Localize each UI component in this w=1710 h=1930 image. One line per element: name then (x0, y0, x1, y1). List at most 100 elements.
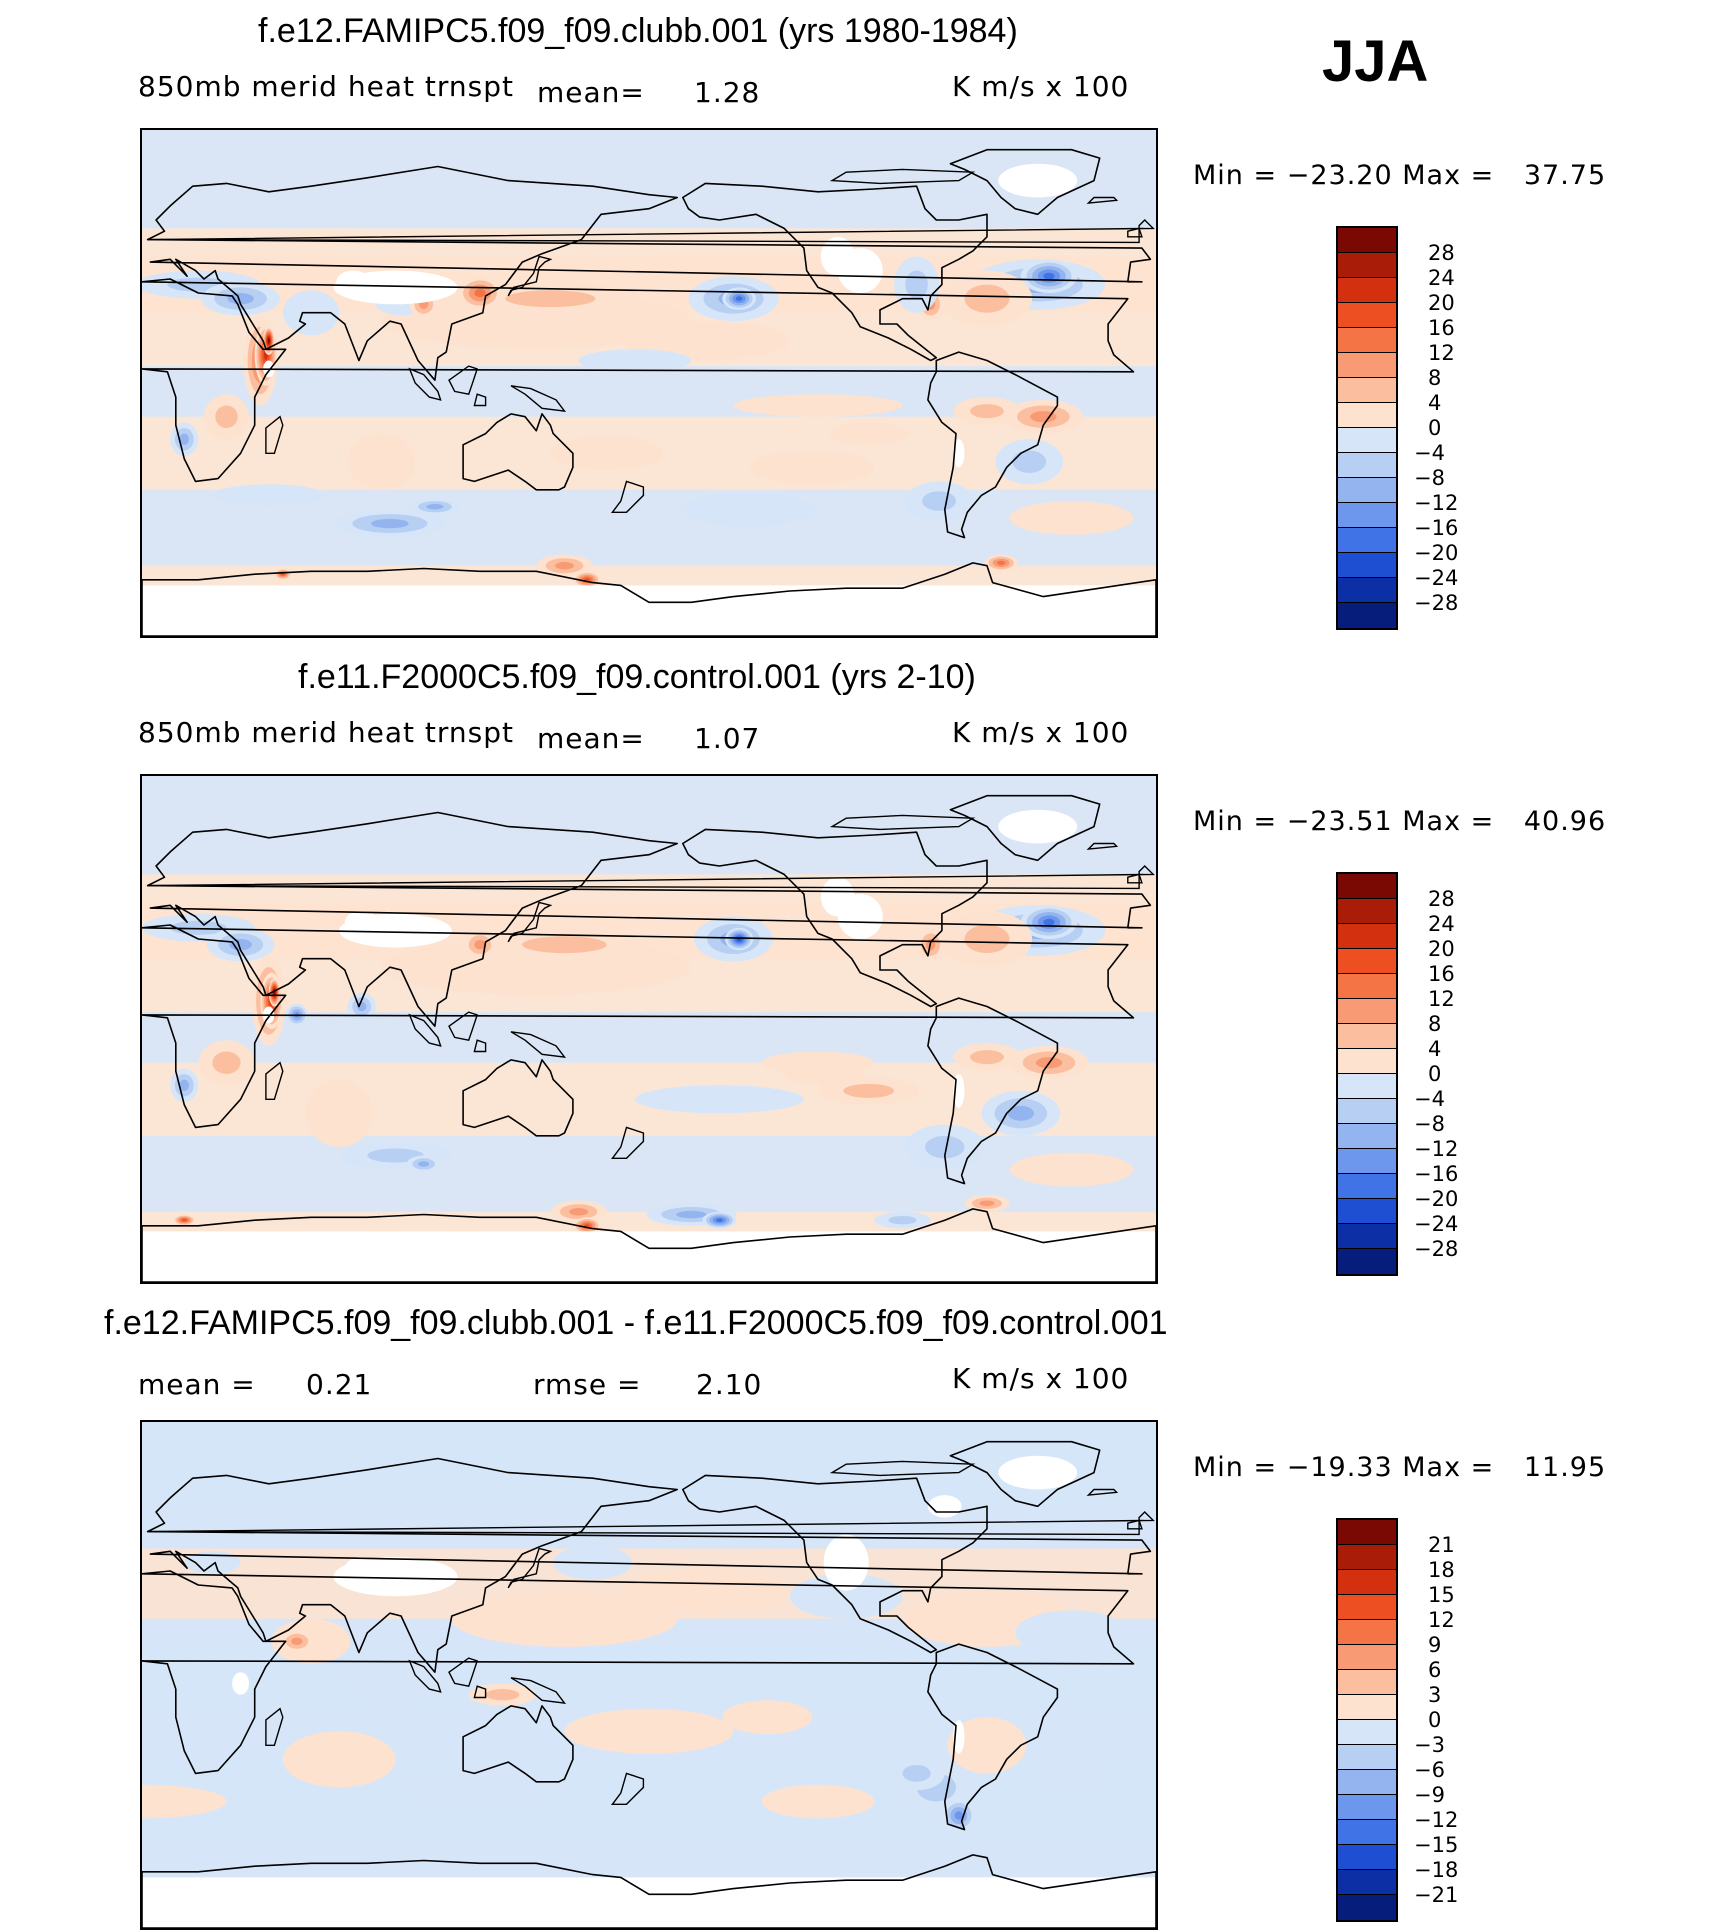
colorbar-swatch (1338, 1870, 1396, 1895)
panel-2-units: K m/s x 100 (952, 716, 1130, 749)
coastline-island (507, 901, 553, 943)
coastline-europe-asia (146, 1457, 1152, 1673)
contour-blob (522, 936, 607, 954)
coastline-australia (462, 1059, 574, 1137)
panel-1-units: K m/s x 100 (952, 70, 1130, 103)
colorbar-swatch (1338, 1074, 1396, 1099)
antarctic-mask (142, 1877, 1156, 1928)
coastline-island (829, 1460, 976, 1477)
colorbar-swatch (1338, 1124, 1396, 1149)
colorbar-tick-label: 0 (1428, 1062, 1442, 1086)
colorbar-swatch (1338, 453, 1396, 478)
contour-blob (733, 394, 903, 417)
contour-blob (555, 561, 574, 570)
coastline-greenland (949, 794, 1101, 862)
panel-2-mean-label: mean= (537, 722, 645, 755)
panel-1-mean-value: 1.28 (694, 76, 761, 109)
colorbar-swatch (1338, 1520, 1396, 1545)
contour-blob (474, 939, 486, 950)
colorbar-tick-label: −12 (1414, 491, 1459, 515)
contour-blob (371, 518, 409, 529)
colorbar-tick-label: 8 (1428, 366, 1442, 390)
coastline-island (510, 385, 567, 412)
panel-1-min-value: −23.20 (1286, 160, 1393, 191)
contour-blob (750, 450, 875, 485)
colorbar-tick-label: −4 (1414, 441, 1445, 465)
coastline-island (448, 1011, 479, 1042)
colorbar-tick-label: 20 (1428, 937, 1455, 961)
panel-1-title: f.e12.FAMIPC5.f09_f09.clubb.001 (yrs 198… (258, 12, 1018, 50)
colorbar-swatch (1338, 999, 1396, 1024)
colorbar-swatch (1338, 874, 1396, 899)
coastline-island (1086, 196, 1119, 204)
coastline-island (1086, 842, 1119, 850)
colorbar-swatch (1338, 1049, 1396, 1074)
coastline-south-america (927, 351, 1059, 539)
contour-blob (170, 1717, 227, 1774)
panel-3-rmse-value: 2.10 (696, 1368, 763, 1401)
contour-blob (347, 433, 416, 490)
colorbar-swatch (1338, 428, 1396, 453)
panel-2-map (140, 774, 1158, 1284)
colorbar-swatch (1338, 578, 1396, 603)
coastline-island (265, 1707, 284, 1746)
colorbar-swatch (1338, 528, 1396, 553)
colorbar-tick-label: −28 (1414, 591, 1459, 615)
contour-blob (215, 405, 238, 428)
colorbar-swatch (1338, 1895, 1396, 1920)
coastline-antarctica (142, 562, 1156, 636)
contour-blob (291, 1637, 303, 1646)
colorbar-tick-label: −8 (1414, 1112, 1445, 1136)
contour-blob (212, 484, 326, 507)
colorbar-tick-label: 0 (1428, 1708, 1442, 1732)
coastline-south-america (927, 997, 1059, 1185)
panel-2-colorbar (1336, 872, 1398, 1276)
contour-blob (1043, 272, 1055, 280)
contour-blob (735, 296, 743, 301)
colorbar-tick-label: −18 (1414, 1858, 1459, 1882)
contour-blob (1009, 1152, 1134, 1187)
colorbar-swatch (1338, 228, 1396, 253)
panel-1-variable: 850mb merid heat trnspt (138, 70, 514, 103)
colorbar-tick-label: 18 (1428, 1558, 1455, 1582)
panel-3-units: K m/s x 100 (952, 1362, 1130, 1395)
colorbar-swatch (1338, 1174, 1396, 1199)
colorbar-tick-label: −6 (1414, 1758, 1445, 1782)
colorbar-swatch (1338, 1024, 1396, 1049)
colorbar-tick-label: −3 (1414, 1733, 1445, 1757)
contour-blob (1015, 1610, 1128, 1656)
coastline-antarctica (142, 1854, 1156, 1928)
colorbar-swatch (1338, 974, 1396, 999)
colorbar-swatch (1338, 1670, 1396, 1695)
coastline-island (265, 1061, 284, 1100)
colorbar-tick-label: 20 (1428, 291, 1455, 315)
colorbar-swatch (1338, 1645, 1396, 1670)
contour-blob (578, 349, 692, 372)
coastline-island (473, 1039, 487, 1053)
colorbar-swatch (1338, 1820, 1396, 1845)
colorbar-tick-label: 9 (1428, 1633, 1442, 1657)
contour-blob (634, 1085, 804, 1114)
contour-blob (1009, 501, 1134, 535)
panel-2-min-label: Min = (1193, 806, 1278, 837)
contour-blob (829, 422, 909, 445)
panel-1-colorbar (1336, 226, 1398, 630)
contour-blob (142, 1784, 227, 1819)
panel-3-mean-label: mean = (138, 1368, 256, 1401)
colorbar-swatch (1338, 1770, 1396, 1795)
coastline-island (1127, 873, 1143, 884)
colorbar-swatch (1338, 1720, 1396, 1745)
contour-blob (964, 924, 1010, 954)
coastline-australia (462, 413, 574, 491)
colorbar-tick-label: −16 (1414, 516, 1459, 540)
coastline-island (408, 1013, 442, 1047)
panel-3-contour-field (142, 1422, 1156, 1928)
contour-blob (679, 492, 816, 527)
colorbar-tick-label: 4 (1428, 1037, 1442, 1061)
coastline-australia (462, 1705, 574, 1783)
panel-3-minmax: Min = −19.33 Max = 11.95 (1193, 1452, 1606, 1483)
colorbar-tick-label: −21 (1414, 1883, 1459, 1907)
colorbar-swatch (1338, 503, 1396, 528)
contour-blob (761, 1784, 875, 1819)
contour-blob (954, 1811, 964, 1820)
